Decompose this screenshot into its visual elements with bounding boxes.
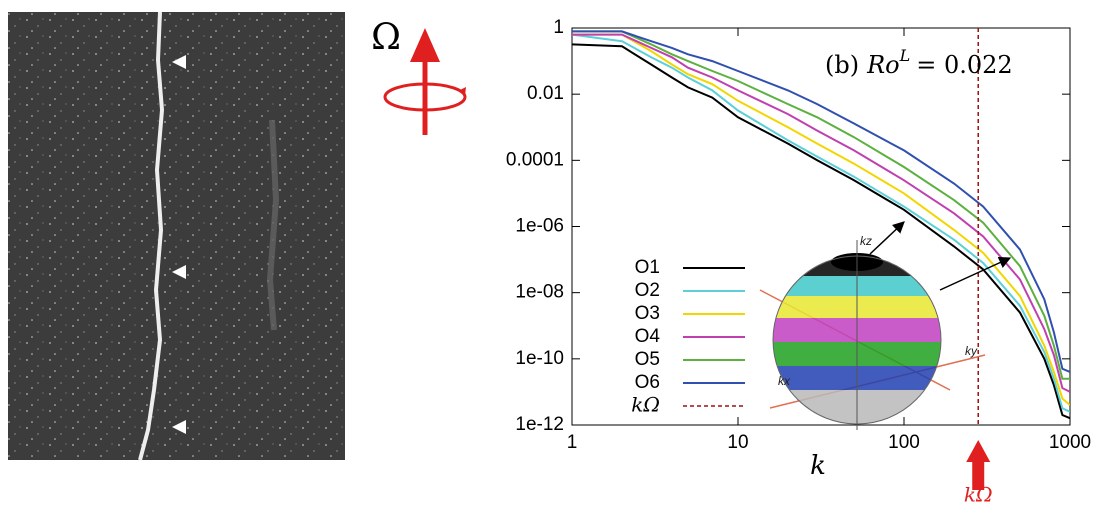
series-line — [572, 30, 1070, 380]
legend-label: kΩ — [631, 393, 660, 417]
x-tick-label: 1 — [567, 432, 578, 453]
series-line — [572, 43, 1070, 420]
inset-label: ky — [965, 344, 978, 358]
series-line — [572, 33, 1070, 406]
y-tick-label: 1e-06 — [515, 216, 564, 237]
annotation-part: L — [899, 46, 911, 65]
series-line — [572, 33, 1070, 393]
y-tick-label: 1e-08 — [515, 282, 564, 303]
k-omega-label: kΩ — [964, 483, 993, 507]
legend-label: O5 — [635, 349, 660, 370]
photo — [8, 11, 345, 461]
x-tick-label: 100 — [888, 432, 920, 453]
y-tick-label: 1e-12 — [515, 414, 564, 435]
annotation: (b) RoL = 0.022 — [825, 46, 1013, 79]
series-line — [572, 30, 1070, 373]
inset-label: kx — [778, 374, 791, 388]
legend-label: O4 — [635, 326, 661, 347]
legend-label: O1 — [635, 257, 660, 278]
x-axis-label: k — [810, 451, 826, 481]
annotation-part: Ro — [866, 51, 900, 79]
legend-label: O3 — [635, 303, 660, 324]
y-tick-label: 0.01 — [527, 83, 564, 104]
y-tick-label: 1e-10 — [515, 348, 564, 369]
inset-label: kz — [860, 234, 872, 248]
annotation-part: (b) — [825, 51, 859, 79]
series-line — [572, 33, 1070, 413]
y-tick-label: 0.0001 — [506, 149, 564, 170]
rotation-icon: Ω — [371, 17, 467, 135]
inset-sphere: kz kx ky — [759, 221, 1012, 430]
legend-label: O2 — [635, 280, 660, 301]
k-omega-arrow — [966, 440, 991, 490]
pointer-arrow — [939, 257, 1012, 291]
legend-label: O6 — [635, 372, 660, 393]
x-tick-label: 10 — [727, 432, 748, 453]
omega-label: Ω — [371, 17, 401, 58]
y-tick-label: 1 — [553, 17, 564, 38]
x-tick-label: 1000 — [1049, 432, 1091, 453]
plot-lines — [572, 30, 1070, 420]
pointer-arrow — [869, 221, 905, 255]
annotation-part: = 0.022 — [916, 51, 1012, 79]
